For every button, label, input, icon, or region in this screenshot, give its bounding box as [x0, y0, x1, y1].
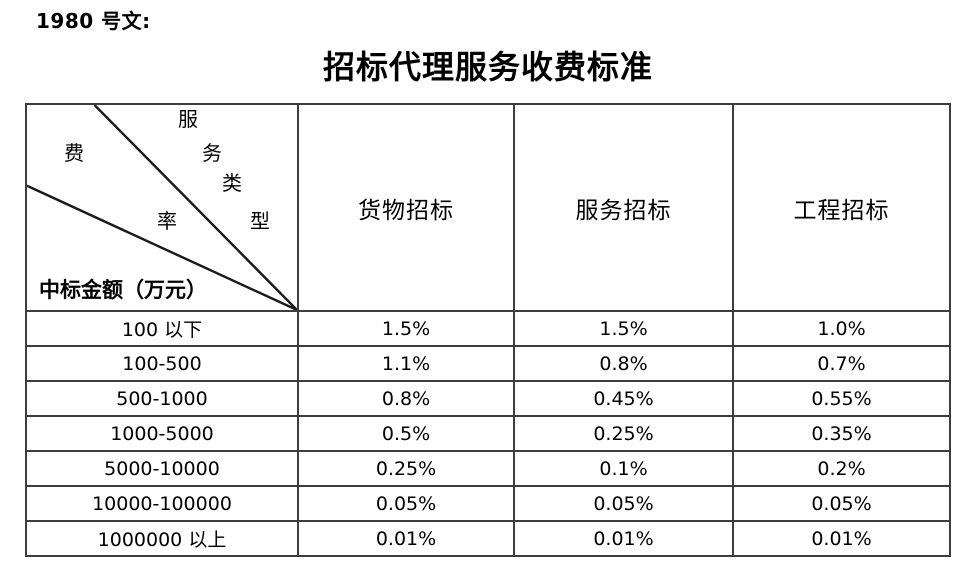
cell-value: 0.25%	[513, 415, 734, 452]
table-row: 100 以下 1.5% 1.5% 1.0%	[25, 310, 951, 347]
cell-value: 0.05%	[297, 485, 515, 522]
row-label: 100 以下	[25, 310, 299, 347]
cell-value: 0.35%	[732, 415, 951, 452]
table-row: 100-500 1.1% 0.8% 0.7%	[25, 345, 951, 382]
cell-value: 0.8%	[297, 380, 515, 417]
cell-value: 0.55%	[732, 380, 951, 417]
cell-value: 0.45%	[513, 380, 734, 417]
header-row: 服 务 类 型 费 率 中标金额（万元） 货物招标 服务招标 工程招标	[25, 103, 951, 312]
table-row: 500-1000 0.8% 0.45% 0.55%	[25, 380, 951, 417]
diagonal-char-rate-1: 费	[64, 141, 84, 165]
row-label: 100-500	[25, 345, 299, 382]
diagonal-char-rate-2: 率	[157, 209, 177, 233]
fee-table: 服 务 类 型 费 率 中标金额（万元） 货物招标 服务招标 工程招标 100 …	[25, 103, 951, 557]
table-row: 1000-5000 0.5% 0.25% 0.35%	[25, 415, 951, 452]
cell-value: 0.5%	[297, 415, 515, 452]
cell-value: 0.05%	[513, 485, 734, 522]
cell-value: 1.5%	[513, 310, 734, 347]
cell-value: 0.2%	[732, 450, 951, 487]
cell-value: 0.05%	[732, 485, 951, 522]
table-row: 1000000 以上 0.01% 0.01% 0.01%	[25, 520, 951, 557]
page-title: 招标代理服务收费标准	[322, 48, 653, 86]
doc-number-label: 1980 号文:	[36, 9, 151, 33]
diagonal-char-service-3: 类	[222, 171, 242, 195]
cell-value: 1.5%	[297, 310, 515, 347]
cell-value: 0.01%	[732, 520, 951, 557]
cell-value: 0.25%	[297, 450, 515, 487]
cell-value: 1.0%	[732, 310, 951, 347]
table-row: 10000-100000 0.05% 0.05% 0.05%	[25, 485, 951, 522]
row-label: 10000-100000	[25, 485, 299, 522]
diagonal-lines	[28, 106, 296, 309]
table-row: 5000-10000 0.25% 0.1% 0.2%	[25, 450, 951, 487]
row-label: 1000000 以上	[25, 520, 299, 557]
column-header-services: 服务招标	[513, 103, 734, 312]
cell-value: 1.1%	[297, 345, 515, 382]
column-header-goods: 货物招标	[297, 103, 515, 312]
row-axis-label: 中标金额（万元）	[39, 277, 207, 302]
cell-value: 0.1%	[513, 450, 734, 487]
row-label: 500-1000	[25, 380, 299, 417]
diagonal-char-service-2: 务	[202, 141, 222, 165]
row-label: 5000-10000	[25, 450, 299, 487]
cell-value: 0.8%	[513, 345, 734, 382]
cell-value: 0.01%	[513, 520, 734, 557]
row-label: 1000-5000	[25, 415, 299, 452]
diagonal-char-service-4: 型	[250, 209, 270, 233]
column-header-works: 工程招标	[732, 103, 951, 312]
diagonal-header-cell: 服 务 类 型 费 率 中标金额（万元）	[25, 103, 299, 312]
cell-value: 0.7%	[732, 345, 951, 382]
diagonal-char-service-1: 服	[178, 107, 198, 131]
cell-value: 0.01%	[297, 520, 515, 557]
